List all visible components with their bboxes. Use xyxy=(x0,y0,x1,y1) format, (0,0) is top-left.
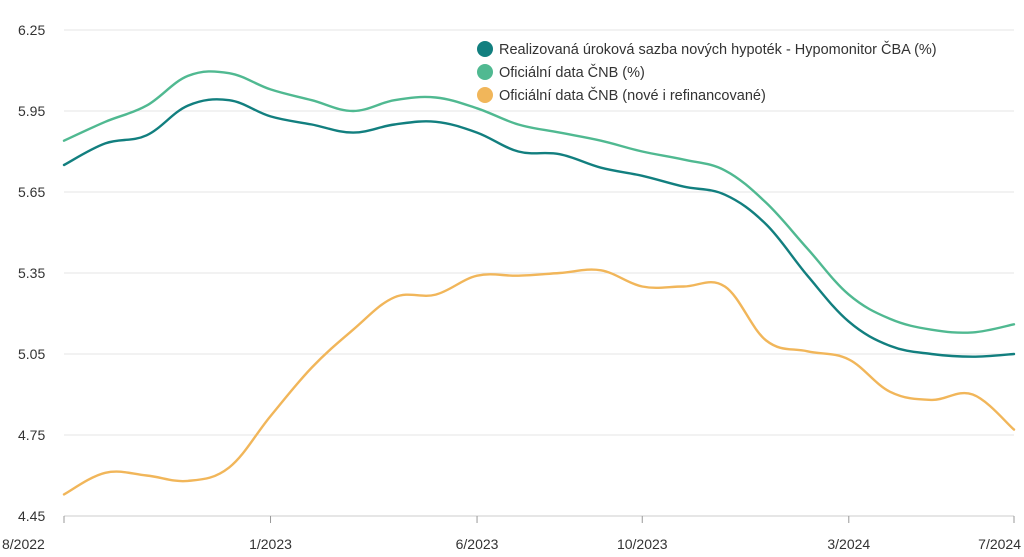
series-line-3 xyxy=(62,268,1016,496)
legend-label: Realizovaná úroková sazba nových hypoték… xyxy=(499,41,937,58)
y-tick-label: 5.05 xyxy=(18,346,45,362)
x-tick-label: 7/2024 xyxy=(978,536,1021,552)
y-tick-label: 6.25 xyxy=(18,22,45,38)
series-line-1 xyxy=(62,98,1016,358)
y-axis: 4.45 4.75 5.05 5.35 5.65 5.95 6.25 xyxy=(18,22,45,524)
x-tick-label: 6/2023 xyxy=(456,536,499,552)
series-line-2 xyxy=(62,70,1016,334)
legend-label: Oficiální data ČNB (%) xyxy=(499,64,645,81)
y-tick-label: 4.75 xyxy=(18,427,45,443)
grid xyxy=(64,29,1014,436)
legend-label: Oficiální data ČNB (nové i refinancované… xyxy=(499,87,766,104)
y-tick-label: 5.65 xyxy=(18,184,45,200)
series-lines xyxy=(62,70,1016,496)
legend: Realizovaná úroková sazba nových hypoték… xyxy=(477,41,937,104)
legend-marker xyxy=(477,64,493,80)
x-tick-label: 8/2022 xyxy=(2,536,45,552)
x-axis: 8/2022 1/2023 6/2023 10/2023 3/2024 7/2024 xyxy=(2,515,1021,552)
legend-marker xyxy=(477,41,493,57)
y-tick-label: 4.45 xyxy=(18,508,45,524)
x-tick-label: 1/2023 xyxy=(249,536,292,552)
y-tick-label: 5.95 xyxy=(18,103,45,119)
y-tick-label: 5.35 xyxy=(18,265,45,281)
x-tick-label: 3/2024 xyxy=(827,536,870,552)
legend-marker xyxy=(477,87,493,103)
x-tick-label: 10/2023 xyxy=(617,536,668,552)
